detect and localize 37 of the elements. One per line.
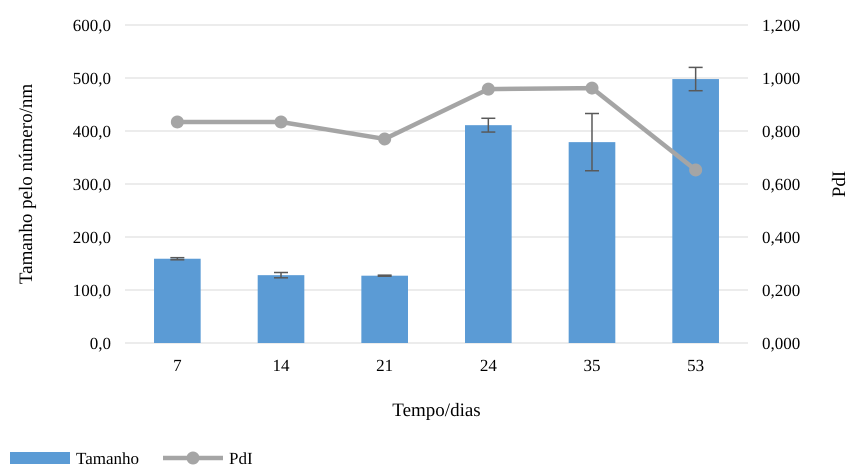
bar <box>672 79 719 343</box>
y-tick-label: 300,0 <box>72 174 111 194</box>
x-tick-label: 14 <box>272 356 290 375</box>
y2-tick-label: 0,800 <box>762 122 800 141</box>
y-tick-label: 400,0 <box>72 122 111 141</box>
y2-axis-title: PdI <box>829 170 850 198</box>
y2-tick-label: 1,000 <box>762 68 800 88</box>
y-axis-title: Tamanho pelo número/nm <box>16 84 37 284</box>
y-tick-label: 200,0 <box>72 228 111 247</box>
point <box>689 163 702 176</box>
legend-label: Tamanho <box>76 449 140 468</box>
x-tick-label: 35 <box>583 356 600 375</box>
y-tick-label: 600,0 <box>72 16 111 35</box>
point <box>170 115 184 128</box>
y2-tick-label: 0,400 <box>762 228 800 247</box>
bar <box>258 275 304 343</box>
legend-label: PdI <box>229 449 253 468</box>
y2-tick-label: 1,200 <box>762 16 800 35</box>
x-axis-title: Tempo/dias <box>392 400 481 421</box>
x-tick-label: 21 <box>376 356 394 375</box>
y-tick-label: 100,0 <box>72 280 111 300</box>
y-tick-label: 0,0 <box>90 334 111 353</box>
bar <box>361 276 408 343</box>
bar <box>568 142 616 343</box>
y2-tick-label: 0,000 <box>762 334 800 353</box>
y2-tick-label: 0,600 <box>762 174 800 194</box>
x-tick-label: 7 <box>173 356 182 375</box>
bar <box>465 125 512 343</box>
point <box>482 82 495 96</box>
bar <box>154 258 201 343</box>
point <box>585 82 598 95</box>
x-tick-label: 53 <box>687 356 704 375</box>
y-tick-label: 500,0 <box>72 68 111 88</box>
x-tick-label: 24 <box>480 356 498 375</box>
y2-tick-label: 0,200 <box>762 280 800 300</box>
point <box>274 115 288 128</box>
point <box>378 132 392 146</box>
